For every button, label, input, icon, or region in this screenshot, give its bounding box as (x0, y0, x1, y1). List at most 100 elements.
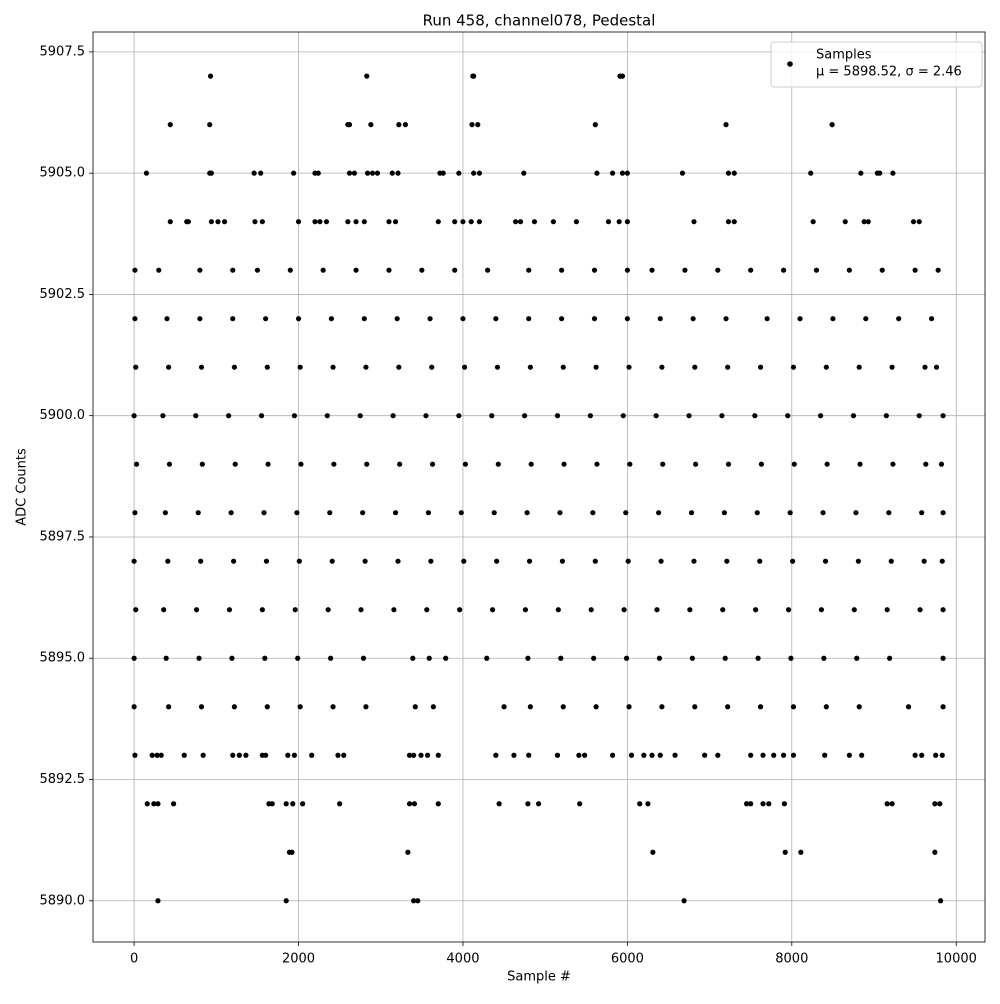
sample-point (429, 461, 436, 467)
sample-point (440, 170, 446, 176)
sample-point (577, 801, 583, 807)
sample-point (297, 704, 303, 710)
sample-point (535, 801, 542, 807)
sample-point (576, 752, 582, 758)
sample-point (263, 752, 269, 758)
sample-point (331, 461, 337, 467)
sample-point (593, 364, 599, 370)
sample-point (263, 558, 270, 564)
sample-point (624, 316, 630, 322)
sample-point (410, 655, 416, 661)
sample-point (884, 607, 890, 613)
sample-point (151, 801, 157, 807)
sample-point (160, 413, 166, 419)
sample-point (731, 219, 737, 225)
sample-point (443, 655, 449, 661)
sample-point (496, 801, 502, 807)
sample-point (457, 607, 463, 613)
sample-point (933, 364, 940, 370)
sample-point (390, 413, 396, 419)
sample-point (412, 704, 418, 710)
sample-point (916, 219, 922, 225)
sample-point (609, 170, 616, 176)
sample-point (418, 752, 424, 758)
sample-point (557, 510, 563, 516)
sample-point (797, 316, 803, 322)
sample-point (427, 316, 433, 322)
sample-point (594, 461, 600, 467)
sample-point (295, 219, 302, 225)
sample-point (131, 655, 137, 661)
sample-point (687, 607, 693, 613)
sample-point (587, 413, 593, 419)
sample-point (215, 219, 221, 225)
sample-point (290, 801, 296, 807)
sample-point (691, 558, 697, 564)
sample-point (681, 898, 687, 904)
sample-point (526, 752, 532, 758)
sample-point (856, 364, 862, 370)
sample-point (725, 704, 731, 710)
sample-point (327, 655, 334, 661)
sample-point (791, 461, 797, 467)
sample-point (232, 461, 238, 467)
sample-point (327, 510, 333, 516)
sample-point (133, 607, 139, 613)
sample-point (752, 413, 758, 419)
legend-box (770, 41, 983, 88)
sample-point (363, 704, 369, 710)
sample-point (582, 752, 588, 758)
sample-point (912, 752, 918, 758)
sample-point (753, 607, 759, 613)
sample-point (198, 364, 205, 370)
sample-point (940, 655, 946, 661)
sample-point (476, 170, 482, 176)
sample-point (573, 219, 580, 225)
sample-point (458, 510, 464, 516)
sample-point (243, 752, 249, 758)
sample-point (512, 219, 519, 225)
sample-point (199, 461, 205, 467)
sample-point (132, 510, 138, 516)
sample-point (808, 170, 814, 176)
sample-point (476, 219, 482, 225)
sample-point (258, 170, 264, 176)
sample-point (361, 316, 367, 322)
sample-point (937, 801, 943, 807)
sample-point (522, 607, 529, 613)
sample-point (940, 607, 946, 613)
x-tick-label: 0 (130, 952, 138, 967)
sample-point (560, 364, 566, 370)
sample-point (933, 752, 939, 758)
sample-point (526, 316, 532, 322)
sample-point (230, 316, 236, 322)
sample-point (315, 170, 321, 176)
sample-point (489, 607, 496, 613)
sample-point (856, 704, 862, 710)
sample-point (405, 849, 411, 855)
sample-point (362, 558, 368, 564)
sample-point (780, 267, 787, 273)
sample-point (149, 752, 155, 758)
sample-point (167, 219, 173, 225)
sample-point (283, 898, 289, 904)
sample-point (919, 510, 925, 516)
sample-point (144, 801, 150, 807)
sample-point (846, 752, 852, 758)
sample-point (855, 558, 861, 564)
sample-point (231, 704, 238, 710)
sample-point (471, 170, 477, 176)
sample-point (760, 801, 766, 807)
sample-point (889, 801, 895, 807)
sample-point (406, 801, 413, 807)
sample-point (181, 752, 187, 758)
sample-point (590, 510, 596, 516)
sample-point (940, 413, 946, 419)
sample-point (888, 558, 894, 564)
sample-point (754, 510, 760, 516)
sample-point (132, 752, 138, 758)
sample-point (394, 316, 400, 322)
sample-point (295, 655, 301, 661)
sample-point (619, 73, 626, 79)
